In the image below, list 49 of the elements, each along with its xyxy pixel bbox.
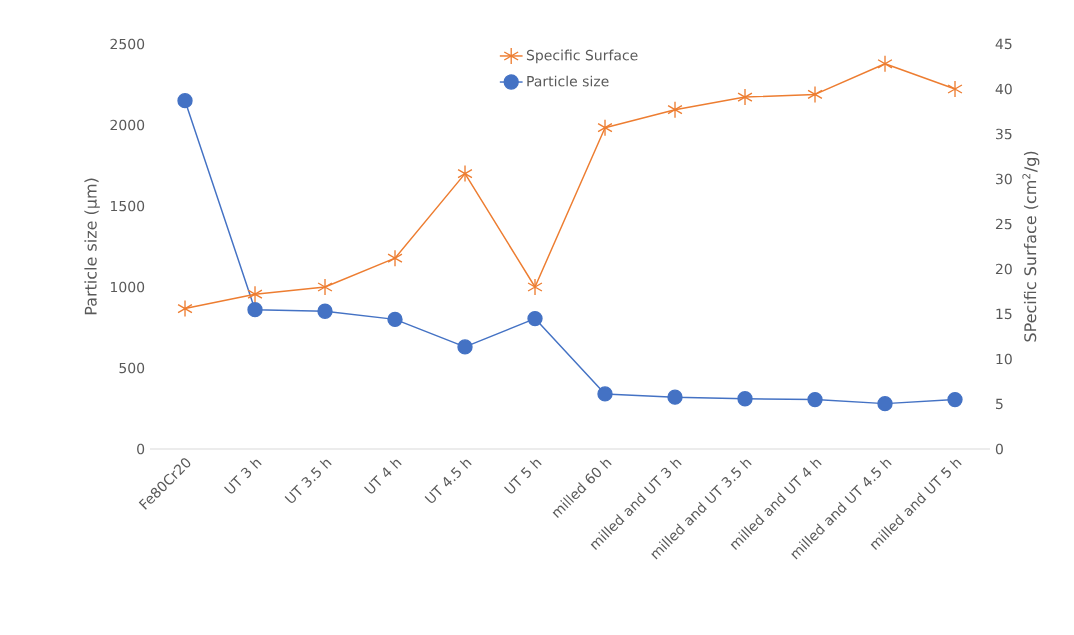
y2-tick-label: 0 — [995, 443, 1003, 455]
point — [527, 310, 543, 327]
x-tick-label: UT 3.5 h — [284, 459, 332, 503]
x-tick-label: UT 3 h — [224, 459, 262, 494]
point — [177, 299, 193, 318]
y-tick-label: 2500 — [110, 38, 145, 50]
x-tick-label: UT 5 h — [504, 459, 542, 494]
legend-label: Specific Surface — [526, 49, 638, 64]
legend-label: Particle size — [527, 75, 609, 87]
y-tick-label: 1500 — [110, 200, 145, 212]
y2-tick-label: 15 — [996, 308, 1012, 320]
point — [527, 278, 543, 296]
y2-tick-label: 10 — [996, 353, 1012, 365]
point — [387, 249, 403, 267]
point — [387, 311, 403, 328]
point — [457, 339, 473, 355]
point — [247, 285, 263, 303]
point — [597, 119, 613, 137]
point — [667, 101, 683, 119]
point — [457, 164, 473, 183]
y-axis-title: Particle size (µm) — [84, 178, 100, 315]
point — [317, 278, 333, 296]
point — [877, 395, 893, 412]
y2-axis-title: SPecific Surface (cm$^{2}$/g) — [1022, 151, 1040, 342]
point — [807, 85, 823, 104]
point — [877, 55, 893, 73]
point — [737, 391, 753, 407]
y2-tick-label: 40 — [995, 83, 1012, 95]
point — [317, 303, 333, 319]
point — [947, 80, 963, 98]
point — [807, 391, 823, 408]
y2-tick-label: 20 — [995, 263, 1012, 275]
x-tick-label: UT 4 h — [364, 459, 402, 494]
y-tick-label: 1000 — [110, 281, 145, 293]
y-tick-label: 2000 — [110, 119, 145, 131]
point — [247, 302, 263, 318]
point — [177, 93, 193, 109]
y2-tick-label: 35 — [996, 128, 1012, 140]
y-tick-label: 0 — [137, 443, 145, 455]
point — [667, 389, 683, 405]
y2-tick-label: 45 — [995, 38, 1012, 50]
point — [737, 88, 753, 106]
x-tick-label: UT 4.5 h — [424, 459, 472, 503]
y2-tick-label: 5 — [996, 398, 1003, 410]
y2-tick-label: 30 — [996, 173, 1012, 185]
y-tick-label: 500 — [119, 362, 145, 374]
point — [597, 386, 613, 402]
point — [947, 391, 963, 408]
y2-tick-label: 25 — [995, 218, 1012, 230]
